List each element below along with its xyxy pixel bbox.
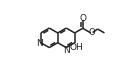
Text: N: N <box>63 46 70 55</box>
Text: N: N <box>36 39 43 48</box>
Text: OH: OH <box>70 43 84 52</box>
Text: O: O <box>89 28 95 37</box>
Text: O: O <box>80 14 87 23</box>
